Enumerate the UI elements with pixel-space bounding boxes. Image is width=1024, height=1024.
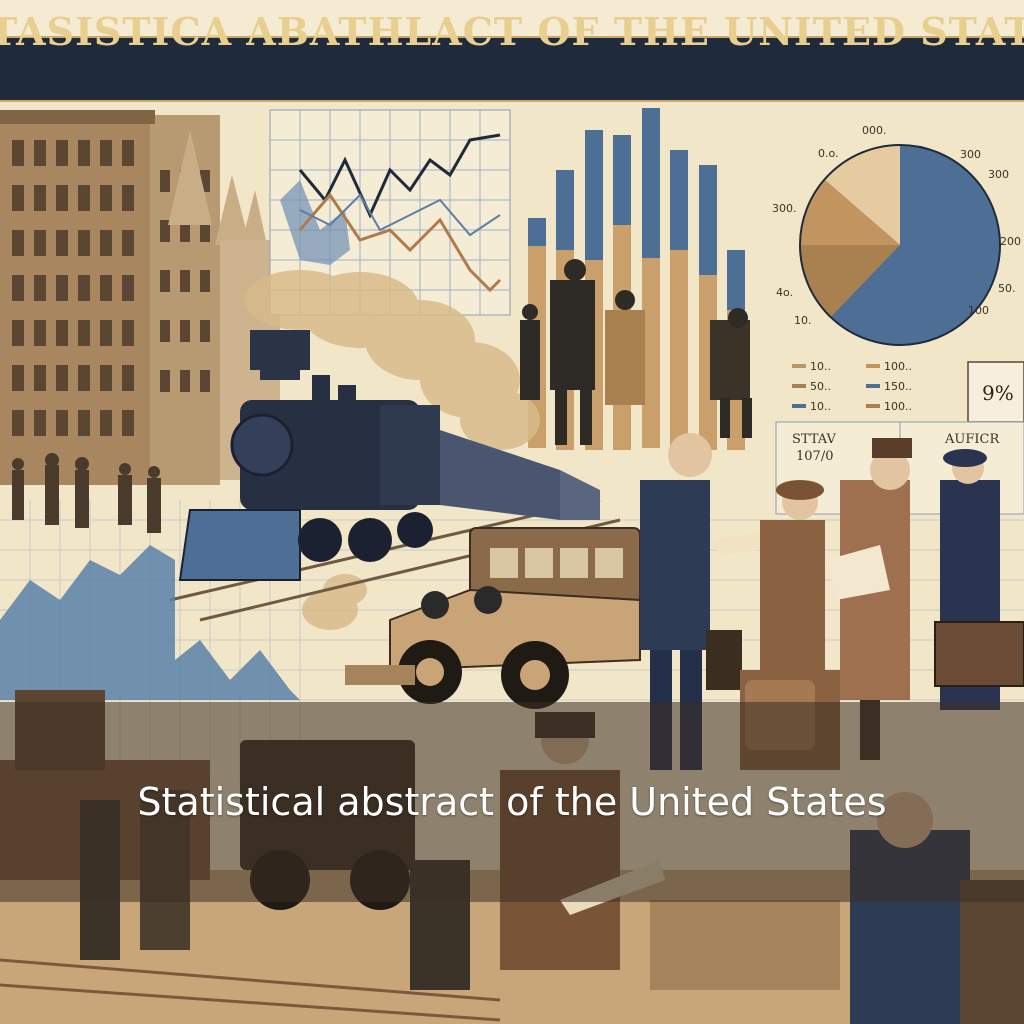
steam-smoke	[245, 270, 540, 630]
legend-label: 100..	[884, 360, 912, 373]
banner-title: SATASISTICA ABATHLACT OF THE UNITED STAT…	[0, 8, 1024, 54]
table-subheader: 107/0	[796, 449, 833, 464]
caption-overlay	[0, 702, 1024, 902]
pie-label: 300	[960, 148, 981, 161]
table-header: STTAV	[792, 432, 837, 447]
pie-label: 300	[988, 168, 1009, 181]
legend: 10.. 50.. 10.. 100.. 150.. 100..	[792, 360, 912, 413]
office-building	[0, 110, 280, 485]
percent-box: 9%	[967, 361, 1024, 423]
legend-label: 150..	[884, 380, 912, 393]
vintage-car	[345, 527, 641, 709]
area-chart	[0, 545, 300, 700]
pie-labels: 000. 0.o. 300 300. 300 200 4o. 10. 100 5…	[772, 124, 1021, 327]
pie-label: 300.	[772, 202, 797, 215]
legend-label: 50..	[810, 380, 831, 393]
pie-label: 10.	[794, 314, 812, 327]
pie-label: 000.	[862, 124, 887, 137]
pie-label: 0.o.	[818, 147, 839, 160]
pie-label: 4o.	[776, 286, 793, 299]
title-banner	[0, 36, 1024, 102]
table-header: AUFICR	[944, 432, 1000, 447]
pie-label: 100	[968, 304, 989, 317]
pie-chart	[799, 144, 1001, 346]
legend-label: 100..	[884, 400, 912, 413]
street-crowd	[12, 453, 161, 533]
pedestrians	[520, 259, 752, 445]
pie-label: 200	[1000, 235, 1021, 248]
percent-value: 9%	[982, 381, 1014, 405]
pie-label: 50.	[998, 282, 1016, 295]
steam-locomotive	[178, 330, 600, 581]
legend-label: 10..	[810, 360, 831, 373]
legend-label: 10..	[810, 400, 831, 413]
caption-title: Statistical abstract of the United State…	[137, 780, 887, 824]
